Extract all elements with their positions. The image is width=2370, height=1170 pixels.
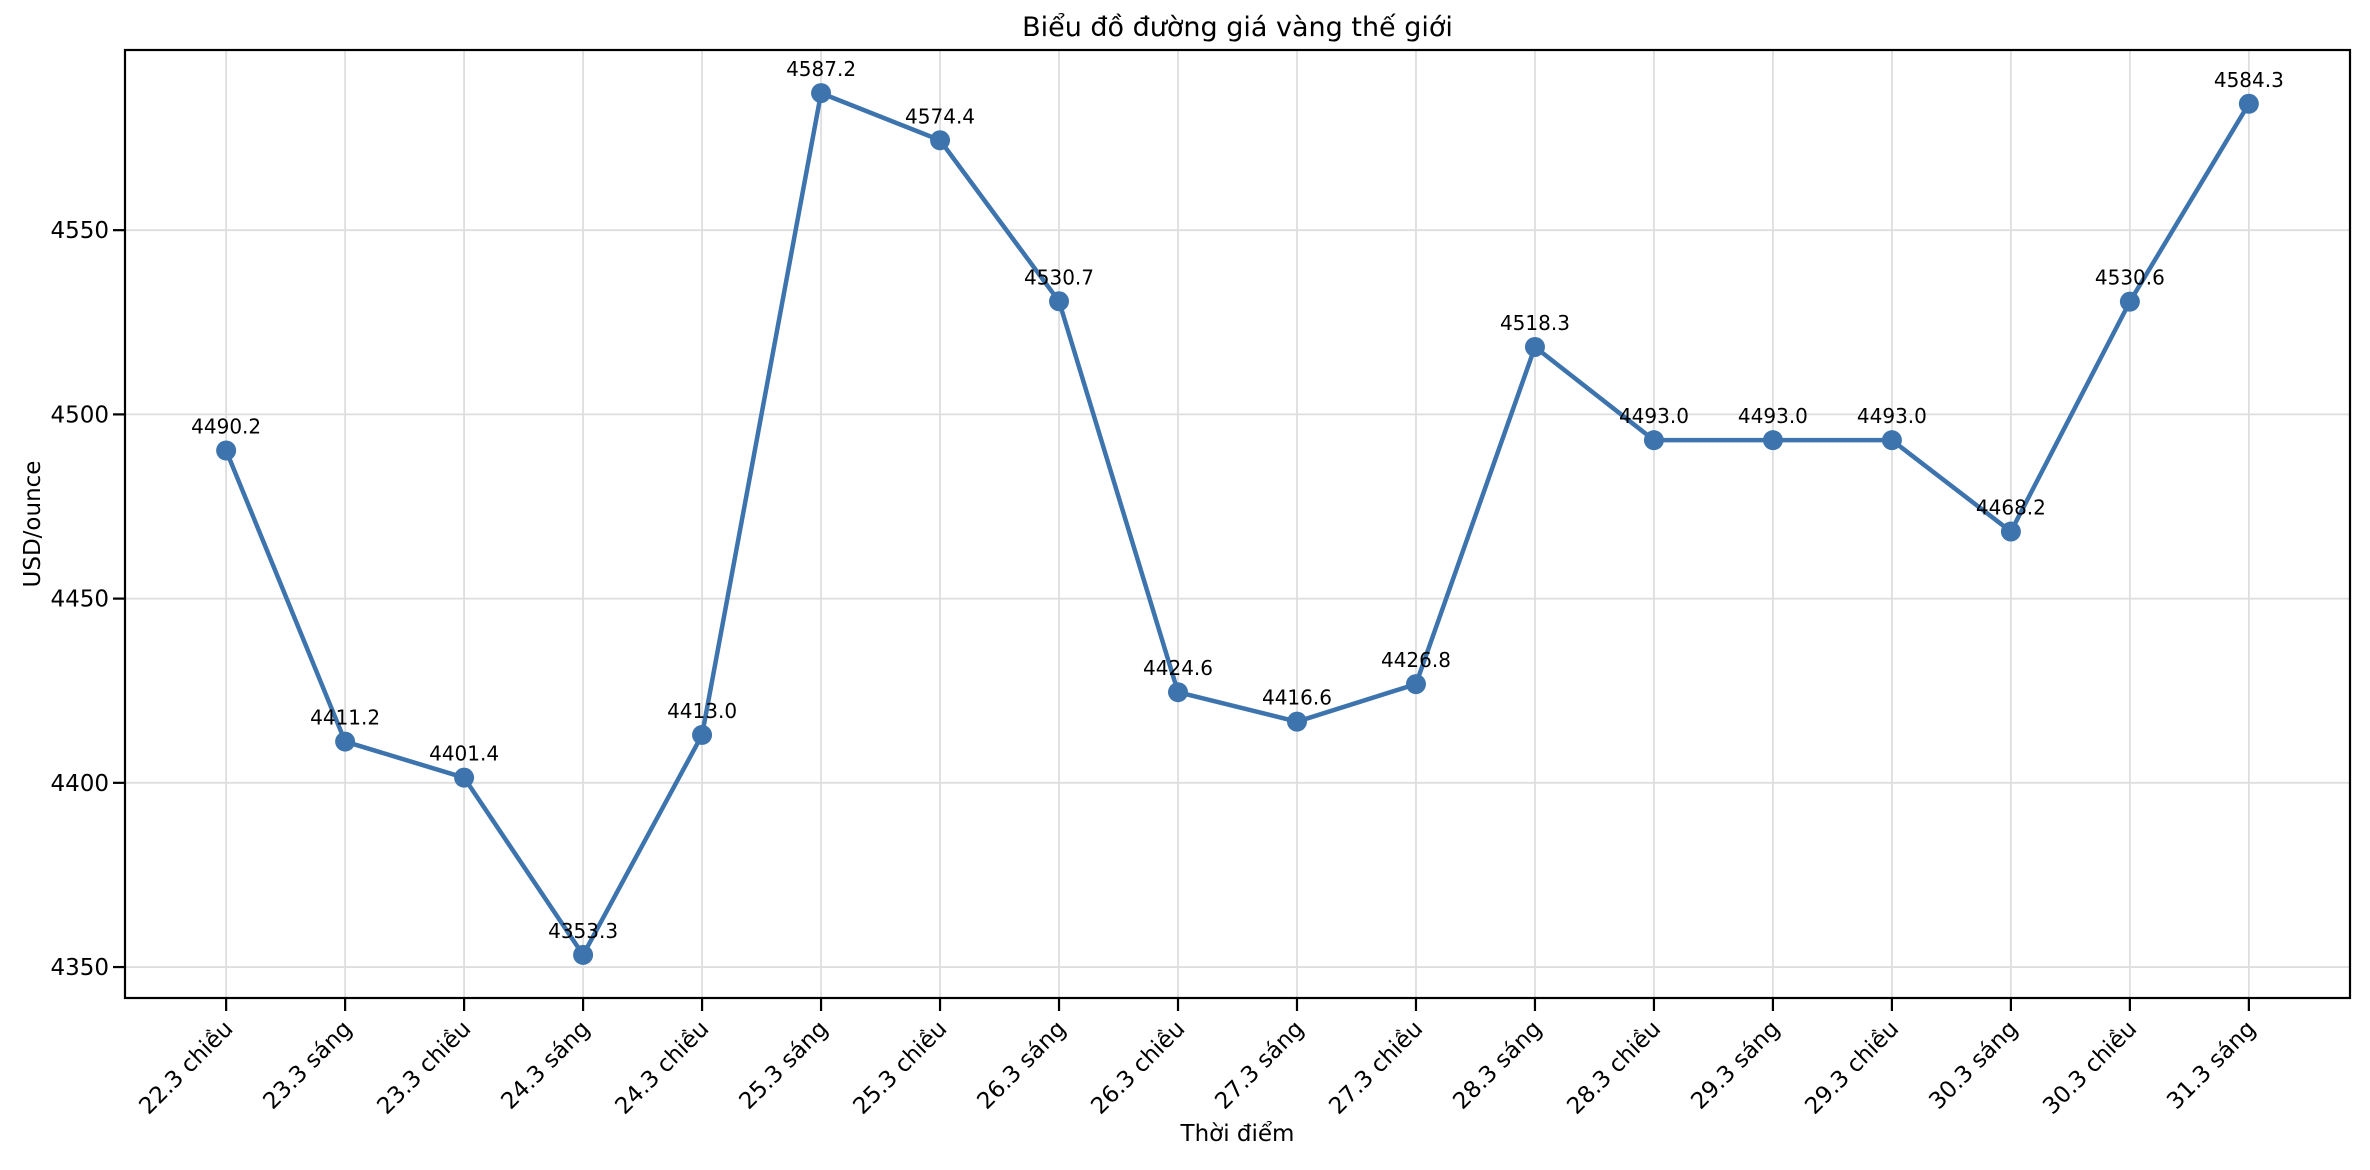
x-tick-label: 27.3 chiều — [1324, 1016, 1428, 1120]
chart-title: Biểu đồ đường giá vàng thế giới — [1022, 12, 1453, 43]
data-point-label: 4416.6 — [1262, 686, 1332, 710]
data-point-label: 4490.2 — [191, 414, 261, 438]
data-point-marker — [1405, 674, 1426, 695]
x-tick-label: 27.3 sáng — [1210, 1016, 1309, 1115]
data-point-label: 4574.4 — [905, 104, 975, 128]
data-point-marker — [335, 731, 356, 752]
data-point-marker — [2238, 93, 2259, 114]
x-tick-label: 26.3 chiều — [1086, 1016, 1190, 1120]
data-point-label: 4530.7 — [1024, 265, 1094, 289]
data-point-marker — [1762, 430, 1783, 451]
data-point-marker — [1049, 291, 1070, 312]
data-point-marker — [1524, 336, 1545, 357]
data-point-label: 4493.0 — [1857, 404, 1927, 428]
x-tick-label: 23.3 chiều — [372, 1016, 476, 1120]
x-tick-label: 29.3 sáng — [1686, 1016, 1785, 1115]
data-point-marker — [930, 130, 951, 151]
y-tick-label: 4550 — [50, 218, 109, 244]
plot-border — [123, 48, 2352, 1000]
data-point-marker — [573, 944, 594, 965]
y-tick-label: 4500 — [50, 402, 109, 428]
data-point-label: 4411.2 — [310, 706, 380, 730]
data-point-marker — [1168, 682, 1189, 703]
x-tick-label: 31.3 sáng — [2162, 1016, 2261, 1115]
data-point-marker — [2000, 521, 2021, 542]
x-tick-label: 25.3 chiều — [848, 1016, 952, 1120]
data-point-marker — [1286, 711, 1307, 732]
x-tick-label: 30.3 sáng — [1924, 1016, 2023, 1115]
data-point-label: 4468.2 — [1976, 496, 2046, 520]
data-point-label: 4530.6 — [2095, 266, 2165, 290]
x-tick-label: 24.3 chiều — [610, 1016, 714, 1120]
data-point-label: 4493.0 — [1619, 404, 1689, 428]
data-point-marker — [1881, 430, 1902, 451]
data-point-marker — [216, 440, 237, 461]
y-tick-label: 4400 — [50, 771, 109, 797]
x-tick-label: 24.3 sáng — [496, 1016, 595, 1115]
x-axis-title: Thời điểm — [1180, 1121, 1295, 1147]
data-point-marker — [1643, 430, 1664, 451]
x-tick-label: 28.3 sáng — [1448, 1016, 1547, 1115]
data-point-label: 4424.6 — [1143, 656, 1213, 680]
data-point-label: 4587.2 — [786, 57, 856, 81]
data-point-marker — [454, 767, 475, 788]
data-point-marker — [811, 83, 832, 104]
x-tick-label: 25.3 sáng — [734, 1016, 833, 1115]
data-point-label: 4353.3 — [548, 919, 618, 943]
y-tick-label: 4350 — [50, 955, 109, 981]
x-tick-label: 23.3 sáng — [259, 1016, 358, 1115]
data-point-marker — [692, 724, 713, 745]
x-tick-label: 30.3 chiều — [2038, 1016, 2142, 1120]
data-point-marker — [2119, 291, 2140, 312]
data-point-label: 4518.3 — [1500, 311, 1570, 335]
y-tick-label: 4450 — [50, 587, 109, 613]
x-tick-label: 28.3 chiều — [1562, 1016, 1666, 1120]
data-point-label: 4401.4 — [429, 742, 499, 766]
data-point-label: 4493.0 — [1738, 404, 1808, 428]
x-tick-label: 22.3 chiều — [135, 1016, 239, 1120]
x-tick-label: 26.3 sáng — [972, 1016, 1071, 1115]
data-point-label: 4413.0 — [667, 699, 737, 723]
price-line — [223, 90, 2252, 958]
data-point-label: 4426.8 — [1381, 648, 1451, 672]
data-point-label: 4584.3 — [2214, 68, 2284, 92]
x-tick-label: 29.3 chiều — [1800, 1016, 1904, 1120]
